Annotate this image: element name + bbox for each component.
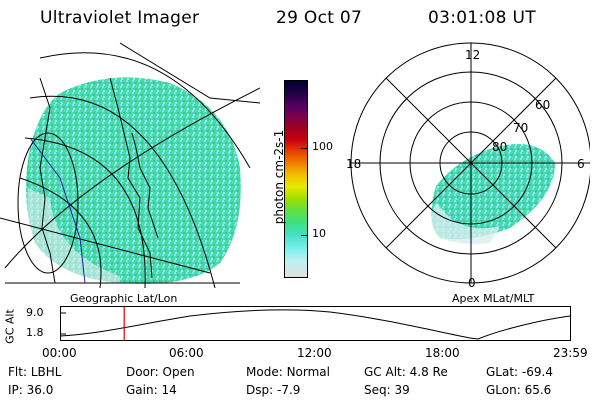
coastline xyxy=(109,77,153,279)
status-ip-label: IP: xyxy=(8,383,23,397)
status-seq-label: Seq: xyxy=(364,383,391,397)
altitude-ylabel: GC Alt xyxy=(3,309,17,344)
mlt-label-18: 18 xyxy=(346,157,362,171)
mlt-label-12: 12 xyxy=(465,48,481,62)
terminator-line xyxy=(29,137,86,284)
instrument-title: Ultraviolet Imager xyxy=(40,8,200,28)
colorbar-tick-100: 100 xyxy=(312,140,333,153)
status-glon-label: GLon: xyxy=(486,383,521,397)
mlat-label-60: 60 xyxy=(535,98,551,112)
mlat-label-70: 70 xyxy=(513,121,529,135)
altitude-xtick-3: 18:00 xyxy=(425,346,460,360)
geographic-image xyxy=(0,42,260,288)
status-flt-value: LBHL xyxy=(30,365,62,379)
date-label: 29 Oct 07 xyxy=(276,8,363,28)
colorbar xyxy=(284,80,308,278)
latitude-ring xyxy=(17,132,79,274)
status-door-label: Door: xyxy=(126,365,159,379)
status-gain: Gain: 14 xyxy=(126,383,177,397)
status-seq: Seq: 39 xyxy=(364,383,410,397)
status-door: Door: Open xyxy=(126,365,195,379)
status-ip: IP: 36.0 xyxy=(8,383,53,397)
status-gcalt-value: 4.8 Re xyxy=(409,365,448,379)
status-flt: Flt: LBHL xyxy=(8,365,61,379)
status-dsp: Dsp: -7.9 xyxy=(246,383,300,397)
status-dsp-value: -7.9 xyxy=(276,383,301,397)
status-gain-label: Gain: xyxy=(126,383,158,397)
altitude-xtick-0: 00:00 xyxy=(42,346,77,360)
apex-caption: Apex MLat/MLT xyxy=(452,292,535,305)
polar-mlt-plot xyxy=(350,42,590,284)
colorbar-tick-10: 10 xyxy=(312,227,326,240)
status-mode: Mode: Normal xyxy=(246,365,330,379)
altitude-xtick-2: 12:00 xyxy=(297,346,332,360)
status-glon: GLon: 65.6 xyxy=(486,383,551,397)
aurora-emission xyxy=(26,77,241,284)
status-door-value: Open xyxy=(162,365,195,379)
status-flt-label: Flt: xyxy=(8,365,27,379)
mlt-label-0: 0 xyxy=(468,276,476,290)
colorbar-unit-label: photon cm-2s-1 xyxy=(272,129,286,225)
altitude-xtick-1: 06:00 xyxy=(169,346,204,360)
altitude-xtick-4: 23:59 xyxy=(553,346,588,360)
status-gcalt-label: GC Alt: xyxy=(364,365,406,379)
status-mode-value: Normal xyxy=(286,365,330,379)
altitude-curve xyxy=(60,309,571,340)
status-gain-value: 14 xyxy=(161,383,177,397)
status-glat-value: -69.4 xyxy=(521,365,553,379)
geographic-caption: Geographic Lat/Lon xyxy=(70,292,178,305)
altitude-ytick-max: 9.0 xyxy=(26,306,44,319)
status-glon-value: 65.6 xyxy=(524,383,552,397)
status-dsp-label: Dsp: xyxy=(246,383,274,397)
mlt-label-6: 6 xyxy=(577,157,585,171)
status-mode-label: Mode: xyxy=(246,365,283,379)
status-glat-label: GLat: xyxy=(486,365,519,379)
status-seq-value: 39 xyxy=(394,383,410,397)
status-ip-value: 36.0 xyxy=(26,383,54,397)
altitude-ytick-min: 1.8 xyxy=(26,326,44,339)
status-glat: GLat: -69.4 xyxy=(486,365,553,379)
time-label: 03:01:08 UT xyxy=(428,8,536,28)
mlat-label-80: 80 xyxy=(492,140,508,154)
altitude-plot xyxy=(60,306,571,341)
status-gcalt: GC Alt: 4.8 Re xyxy=(364,365,448,379)
